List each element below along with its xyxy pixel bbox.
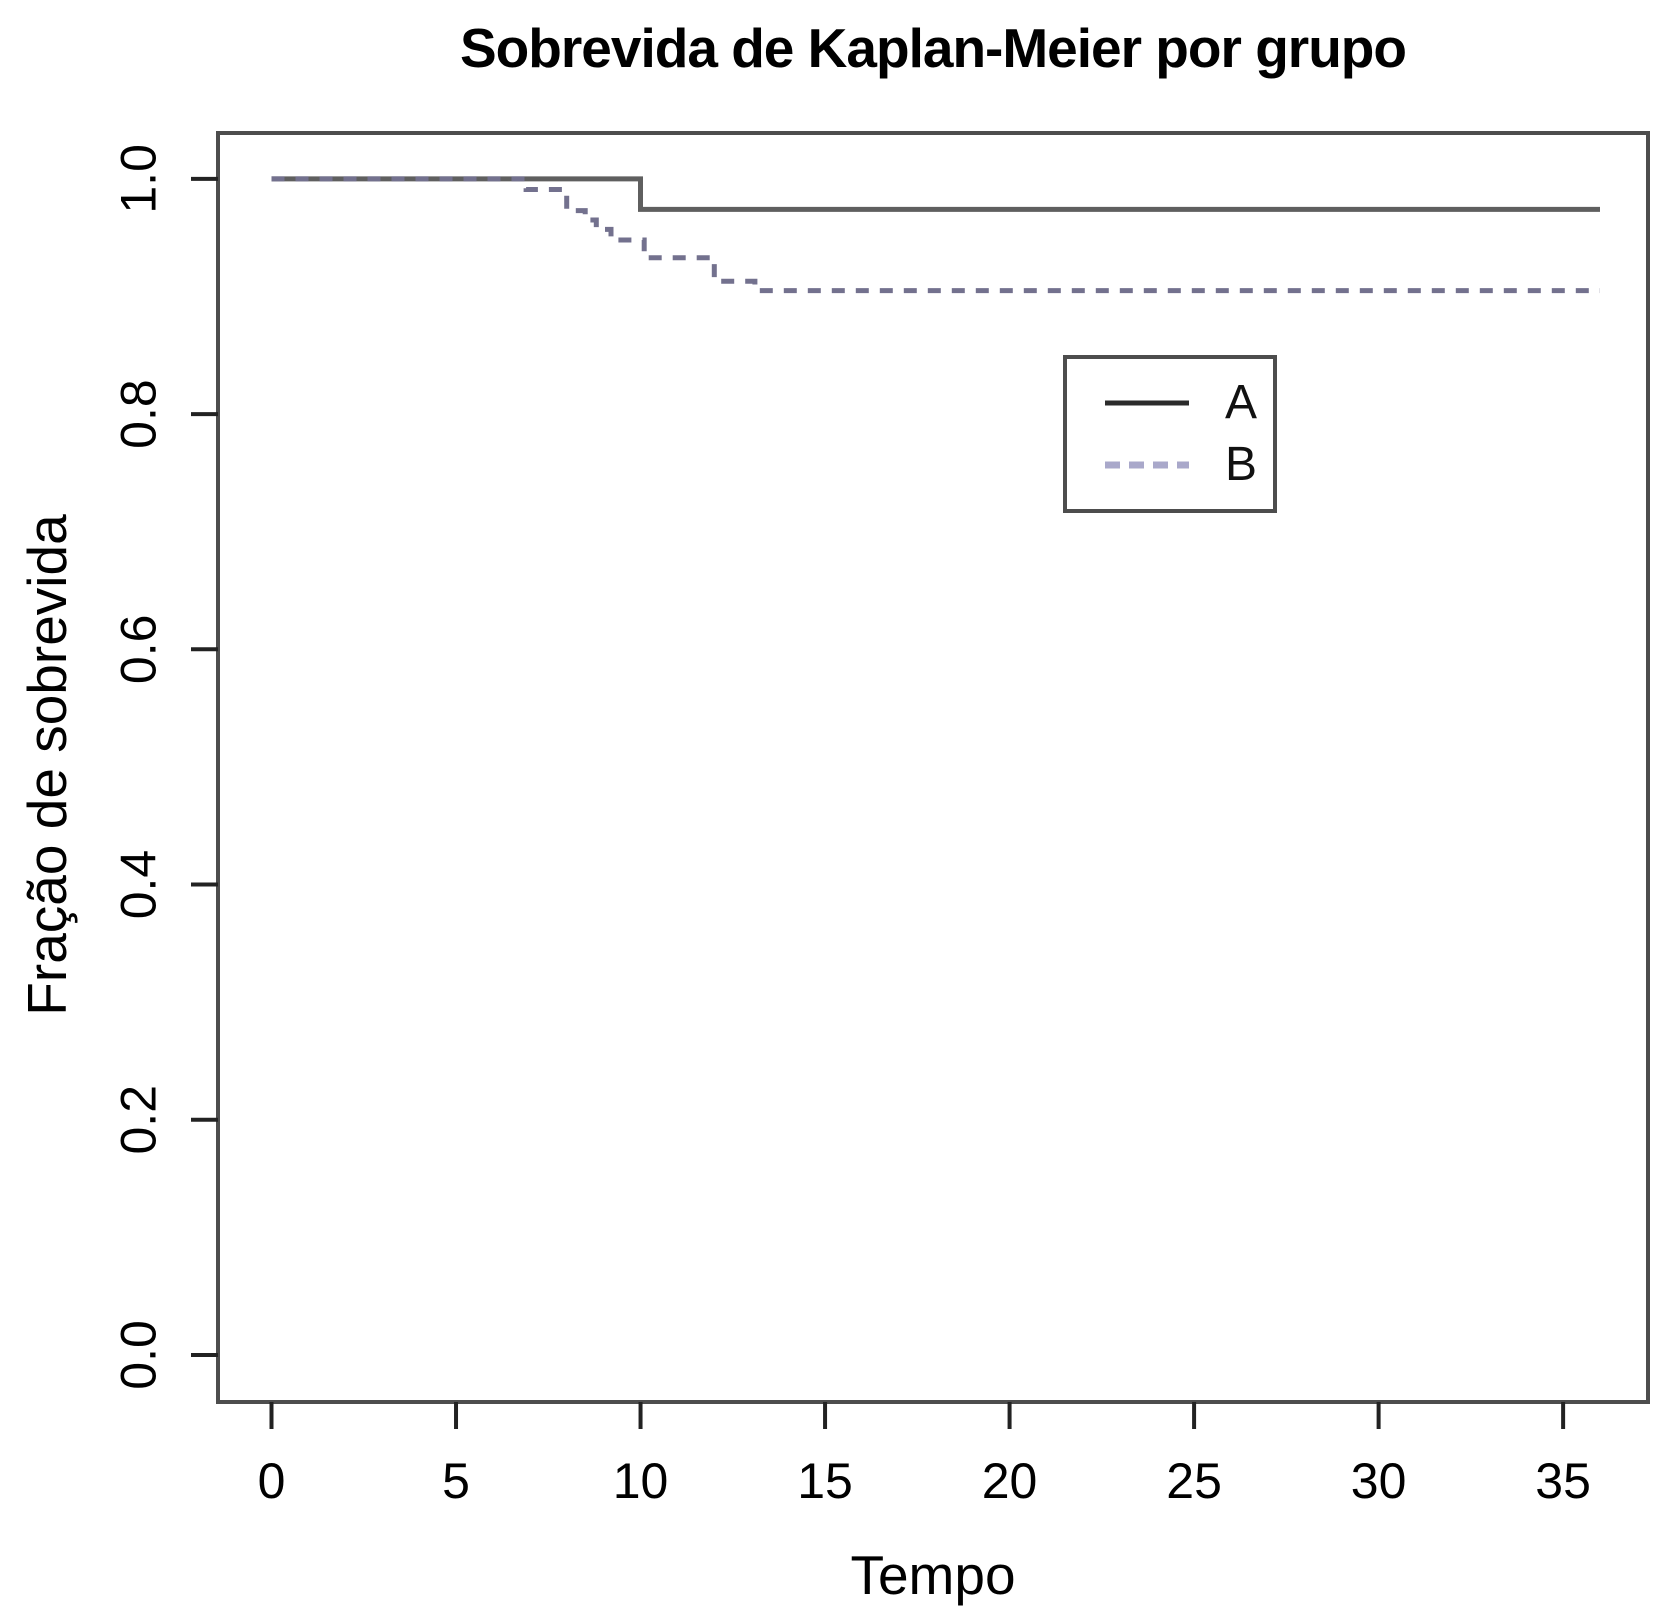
x-axis-label: Tempo xyxy=(850,1544,1016,1606)
y-axis-label: Fração de sobrevida xyxy=(16,514,78,1016)
y-tick-label: 0.0 xyxy=(111,1320,167,1390)
series-B-curve xyxy=(271,176,1600,294)
series-A-curve xyxy=(271,176,1600,212)
plot-border xyxy=(216,131,1650,1404)
x-tick-label: 5 xyxy=(442,1453,470,1509)
y-tick-label: 0.4 xyxy=(111,850,167,920)
x-tick-label: 20 xyxy=(982,1453,1038,1509)
legend-label-b: B xyxy=(1225,438,1258,491)
legend-line-solid-icon xyxy=(1105,400,1189,406)
y-tick-label: 0.2 xyxy=(111,1085,167,1155)
x-tick-label: 15 xyxy=(797,1453,853,1509)
y-tick-label: 1.0 xyxy=(111,144,167,214)
y-tick-label: 0.6 xyxy=(111,615,167,685)
legend-label-a: A xyxy=(1225,376,1258,429)
x-tick-label: 30 xyxy=(1351,1453,1407,1509)
x-tick-label: 0 xyxy=(258,1453,286,1509)
legend-box: A B xyxy=(1063,355,1277,513)
x-tick-label: 35 xyxy=(1535,1453,1591,1509)
legend-line-dashed-icon xyxy=(1105,461,1189,469)
x-tick-label: 25 xyxy=(1166,1453,1222,1509)
y-tick-label: 0.8 xyxy=(111,379,167,449)
legend-entry-a: A xyxy=(1103,377,1273,429)
legend-entry-b: B xyxy=(1103,439,1273,491)
chart-title: Sobrevida de Kaplan-Meier por grupo xyxy=(460,17,1407,79)
x-tick-label: 10 xyxy=(613,1453,669,1509)
